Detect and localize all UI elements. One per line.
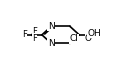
Text: OH: OH <box>87 29 101 38</box>
Text: F: F <box>32 27 37 36</box>
Text: Cl: Cl <box>70 34 79 43</box>
Text: N: N <box>48 22 55 31</box>
Text: F: F <box>32 34 37 43</box>
Text: N: N <box>48 39 55 48</box>
Text: F: F <box>22 30 27 39</box>
Text: O: O <box>85 34 92 43</box>
